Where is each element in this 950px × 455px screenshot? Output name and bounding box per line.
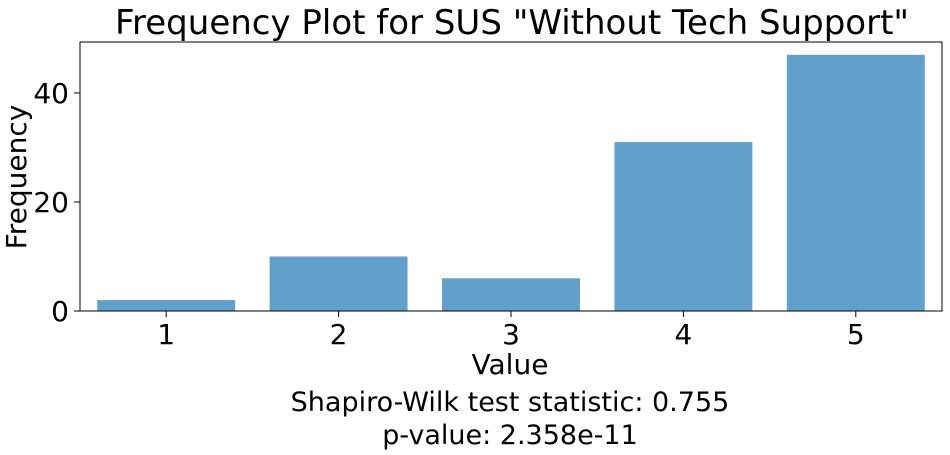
- chart-title: Frequency Plot for SUS "Without Tech Sup…: [115, 3, 909, 43]
- y-tick-label-20: 20: [33, 186, 69, 219]
- x-tick-label-3: 3: [502, 318, 520, 351]
- x-tick-label-5: 5: [847, 318, 865, 351]
- y-axis-label: Frequency: [0, 105, 33, 250]
- bars-group: [97, 54, 925, 312]
- bar-2: [269, 256, 408, 311]
- y-tick-label-0: 0: [51, 295, 69, 328]
- x-tick-label-2: 2: [330, 318, 348, 351]
- x-axis-label: Value: [472, 348, 549, 381]
- x-tick-label-1: 1: [157, 318, 175, 351]
- p-value-text: p-value: 2.358e-11: [382, 420, 638, 451]
- shapiro-wilk-statistic: Shapiro-Wilk test statistic: 0.755: [290, 387, 730, 418]
- x-tick-label-4: 4: [674, 318, 692, 351]
- bar-4: [614, 142, 753, 311]
- y-tick-label-40: 40: [33, 77, 69, 110]
- bar-5: [786, 54, 925, 312]
- bar-3: [442, 278, 580, 311]
- axes-group: 1 2 3 4 5 0 20 40: [33, 41, 943, 351]
- bar-1: [97, 300, 236, 311]
